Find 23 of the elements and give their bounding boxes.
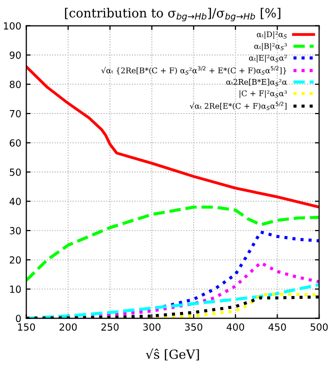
y-tick-label: 60 — [10, 139, 21, 147]
x-tick-label: 200 — [60, 323, 77, 331]
y-tick-label: 30 — [10, 227, 21, 234]
x-tick-label: 250 — [101, 323, 119, 331]
y-tick-label: 90 — [10, 51, 21, 59]
x-tick-label: 350 — [185, 323, 202, 331]
y-tick-label: 50 — [10, 168, 21, 176]
x-tick-label: 400 — [226, 323, 244, 331]
x-axis-title: √ŝ [GeV] — [146, 348, 199, 360]
line-series — [26, 206, 320, 282]
chart-title: [contribution to σ$_{bg→Hb}$]/σ$_{bg→Hb}$ [%] — [65, 8, 280, 22]
x-tick-label: 300 — [143, 323, 160, 331]
y-tick-label: 10 — [10, 286, 21, 293]
x-tick-label: 150 — [18, 323, 35, 331]
y-tick-label: 40 — [10, 198, 21, 206]
y-tick-label: 70 — [10, 110, 21, 118]
x-tick-label: 500 — [310, 323, 328, 331]
y-tick-label: 80 — [10, 80, 21, 88]
y-tick-label: 0 — [16, 314, 21, 322]
y-tick-label: 100 — [4, 22, 21, 30]
line-series — [26, 65, 320, 209]
y-tick-label: 20 — [10, 256, 21, 264]
x-tick-label: 450 — [268, 323, 286, 331]
